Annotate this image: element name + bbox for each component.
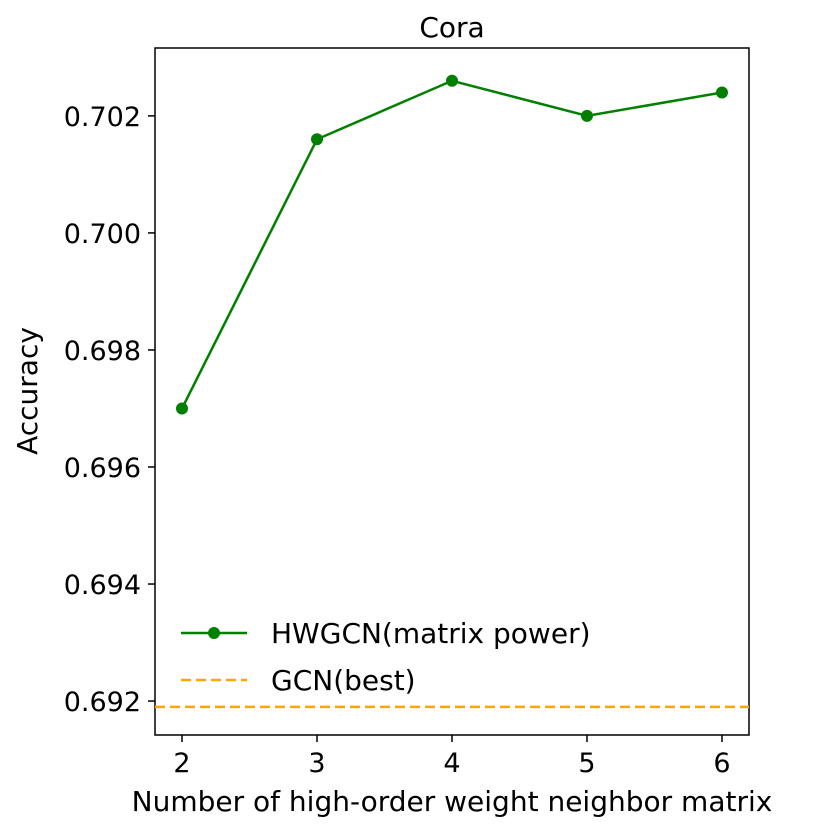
legend-hwgcn-marker <box>208 627 220 639</box>
y-axis: 0.692 0.694 0.696 0.698 0.700 0.702 <box>64 102 155 718</box>
legend: HWGCN(matrix power) GCN(best) <box>181 617 591 697</box>
hwgcn-data-point <box>446 74 458 87</box>
y-tick-label: 0.702 <box>64 102 141 133</box>
hwgcn-data-point <box>311 133 323 146</box>
chart-title: Cora <box>419 11 484 44</box>
x-axis: 2 3 4 5 6 <box>173 735 731 779</box>
data-series <box>176 74 728 415</box>
hwgcn-data-point <box>176 402 188 415</box>
y-tick-label: 0.700 <box>64 219 141 250</box>
legend-gcn-label: GCN(best) <box>271 664 416 697</box>
x-tick-label: 4 <box>443 748 460 779</box>
x-tick-label: 2 <box>173 748 190 779</box>
y-axis-title: Accuracy <box>11 327 44 455</box>
x-tick-label: 3 <box>308 748 325 779</box>
y-tick-label: 0.694 <box>64 570 141 601</box>
hwgcn-data-point <box>716 86 728 99</box>
y-tick-label: 0.696 <box>64 453 141 484</box>
hwgcn-data-point <box>581 109 593 122</box>
x-axis-title: Number of high-order weight neighbor mat… <box>132 785 773 818</box>
y-tick-label: 0.698 <box>64 336 141 367</box>
y-tick-label: 0.692 <box>64 687 141 718</box>
hwgcn-series-line <box>180 79 723 410</box>
x-tick-label: 6 <box>713 748 730 779</box>
legend-hwgcn-label: HWGCN(matrix power) <box>271 617 591 650</box>
x-tick-label: 5 <box>578 748 595 779</box>
